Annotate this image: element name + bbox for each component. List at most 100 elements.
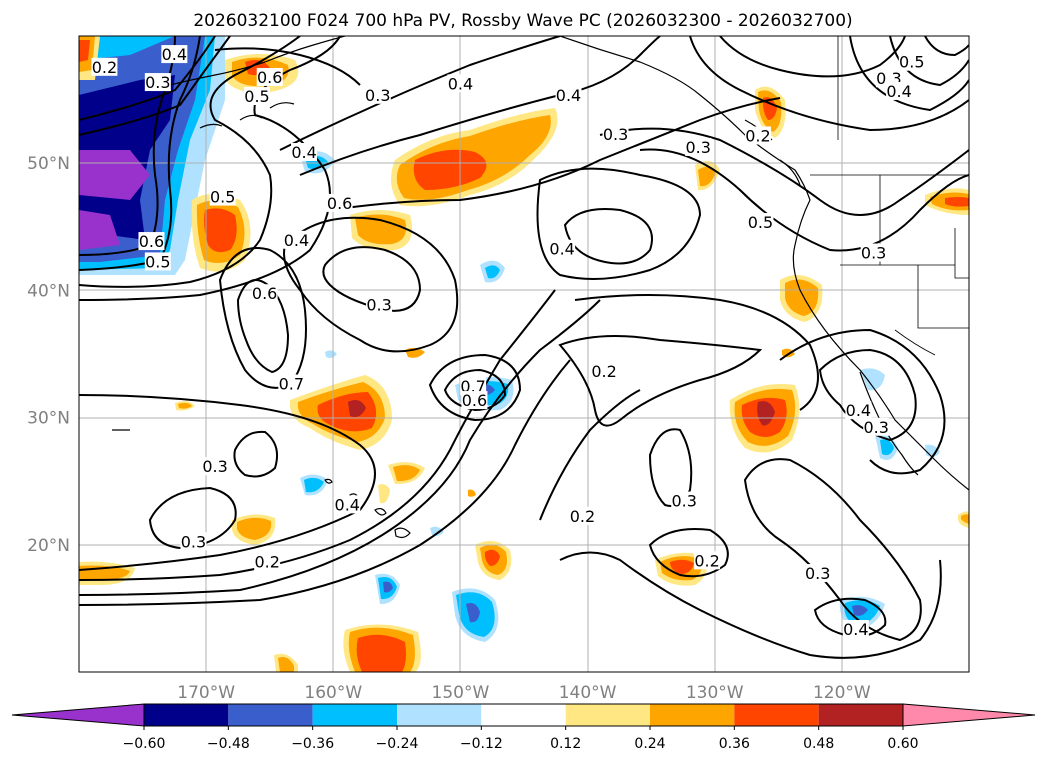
lat-tick-label: 30°N xyxy=(27,409,70,429)
contour-label-bg xyxy=(144,73,171,92)
colorbar-tick-label: −0.12 xyxy=(460,736,503,752)
contour-label-bg xyxy=(447,74,474,93)
contour-label: 0.3 xyxy=(202,457,227,476)
contour-label: 0.5 xyxy=(748,213,773,232)
contour-label-bg xyxy=(91,57,118,76)
contour-label-bg xyxy=(569,506,596,525)
lon-tick-label: 170°W xyxy=(177,683,235,703)
colorbar-tick-label: 0.60 xyxy=(887,736,918,752)
contour-label: 0.4 xyxy=(335,495,360,514)
colorbar: −0.60 −0.48 −0.36 −0.24 −0.12 0.12 0.24 0.36 0.4… xyxy=(11,703,1036,752)
colorbar-extend-high xyxy=(902,703,1036,727)
contour-label: 0.3 xyxy=(365,86,390,105)
contour-label-bg xyxy=(555,85,582,104)
contour-label-bg xyxy=(602,125,629,144)
contour-label-bg xyxy=(202,457,229,476)
colorbar-segment xyxy=(144,704,229,726)
contour-label-bg xyxy=(671,491,698,510)
lon-tick-label: 130°W xyxy=(686,683,744,703)
contour-label: 0.4 xyxy=(291,143,316,162)
lat-tick-label: 20°N xyxy=(27,536,70,556)
contour-label: 0.4 xyxy=(549,240,574,259)
colorbar-tick-label: 0.36 xyxy=(719,736,750,752)
lon-tick-label: 150°W xyxy=(432,683,490,703)
contour-label-bg xyxy=(366,295,393,314)
colorbar-segment xyxy=(565,704,650,726)
contour-label: 0.3 xyxy=(181,532,206,551)
contour-label-bg xyxy=(694,551,721,570)
contour-label-bg xyxy=(326,193,353,212)
colorbar-tick-label: −0.24 xyxy=(376,736,419,752)
map-frame xyxy=(78,35,970,673)
contour-label-bg xyxy=(804,564,831,583)
contour-label: 0.3 xyxy=(863,418,888,437)
contour-label: 0.3 xyxy=(671,492,696,511)
contour-label-bg xyxy=(161,45,188,64)
contour-label: 0.6 xyxy=(327,194,352,213)
contour-label: 0.2 xyxy=(254,553,279,572)
pv-shading xyxy=(79,36,969,672)
colorbar-outline xyxy=(143,703,904,727)
contour-label-bg xyxy=(209,187,236,206)
contour-label: 0.2 xyxy=(92,58,117,77)
contour-label-bg xyxy=(591,361,618,380)
contour-label-bg xyxy=(254,552,281,571)
contour-label-bg xyxy=(144,252,171,271)
longitude-tick-labels: 170°W 160°W 150°W 140°W 130°W 120°W xyxy=(177,683,871,703)
contour-label: 0.4 xyxy=(556,86,581,105)
contour-label: 0.4 xyxy=(162,45,187,64)
figure-title: 2026032100 F024 700 hPa PV, Rossby Wave … xyxy=(193,11,852,31)
lon-tick-label: 120°W xyxy=(813,683,871,703)
contour-label-bg xyxy=(460,377,487,396)
contour-label-bg xyxy=(747,212,774,231)
contour-label-bg xyxy=(886,81,913,100)
contour-label-bg xyxy=(744,126,771,145)
contour-label-bg xyxy=(863,417,890,436)
colorbar-segment xyxy=(734,704,819,726)
contour-label: 0.6 xyxy=(462,391,487,410)
lon-tick-label: 140°W xyxy=(559,683,617,703)
contour-label: 0.3 xyxy=(685,138,710,157)
contour-label-bg xyxy=(278,374,305,393)
contour-label: 0.7 xyxy=(279,375,304,394)
contour-label: 0.3 xyxy=(366,296,391,315)
colorbar-segment xyxy=(481,704,566,726)
contour-label-bg xyxy=(138,232,165,251)
contour-label: 0.5 xyxy=(210,188,235,207)
contour-label: 0.2 xyxy=(745,126,770,145)
contour-label-bg xyxy=(549,239,576,258)
colorbar-segment xyxy=(397,704,482,726)
contour-label: 0.2 xyxy=(694,551,719,570)
contour-label: 0.4 xyxy=(886,82,911,101)
contour-label-bg xyxy=(845,401,872,420)
colorbar-segment xyxy=(650,704,735,726)
contour-label-bg xyxy=(244,87,270,106)
colorbar-segment xyxy=(818,704,903,726)
contour-label: 0.5 xyxy=(899,53,924,72)
contour-label: 0.6 xyxy=(257,68,282,87)
contour-label: 0.4 xyxy=(843,620,868,639)
pv-contours xyxy=(79,36,969,659)
colorbar-tick-label: 0.24 xyxy=(634,736,665,752)
contour-label-bg xyxy=(860,243,887,262)
political-borders xyxy=(810,36,969,356)
contour-label: 0.6 xyxy=(252,284,277,303)
contour-label-bg xyxy=(364,85,391,104)
lon-tick-label: 160°W xyxy=(304,683,362,703)
shade-blob-nw-purple2 xyxy=(79,210,120,250)
colorbar-tick-label: 0.48 xyxy=(803,736,834,752)
contour-label: 0.5 xyxy=(145,252,170,271)
contour-label: 0.5 xyxy=(244,87,269,106)
colorbar-segment xyxy=(228,704,313,726)
colorbar-segment xyxy=(312,704,397,726)
contour-label-bg xyxy=(251,284,278,303)
coastlines xyxy=(112,36,969,539)
colorbar-extend-low xyxy=(11,703,145,727)
contour-label: 0.3 xyxy=(861,244,886,263)
colorbar-tick-label: 0.12 xyxy=(550,736,581,752)
colorbar-tick-label: −0.36 xyxy=(291,736,334,752)
contour-label-bg xyxy=(291,143,318,162)
map-panel: 0.40.20.3 0.60.5 0.30.40.40.30.30.20.50.30… xyxy=(79,36,969,672)
contour-labels: 0.40.20.3 0.60.5 0.30.40.40.30.30.20.50.30… xyxy=(91,45,925,639)
contour-label-bg xyxy=(334,495,361,514)
